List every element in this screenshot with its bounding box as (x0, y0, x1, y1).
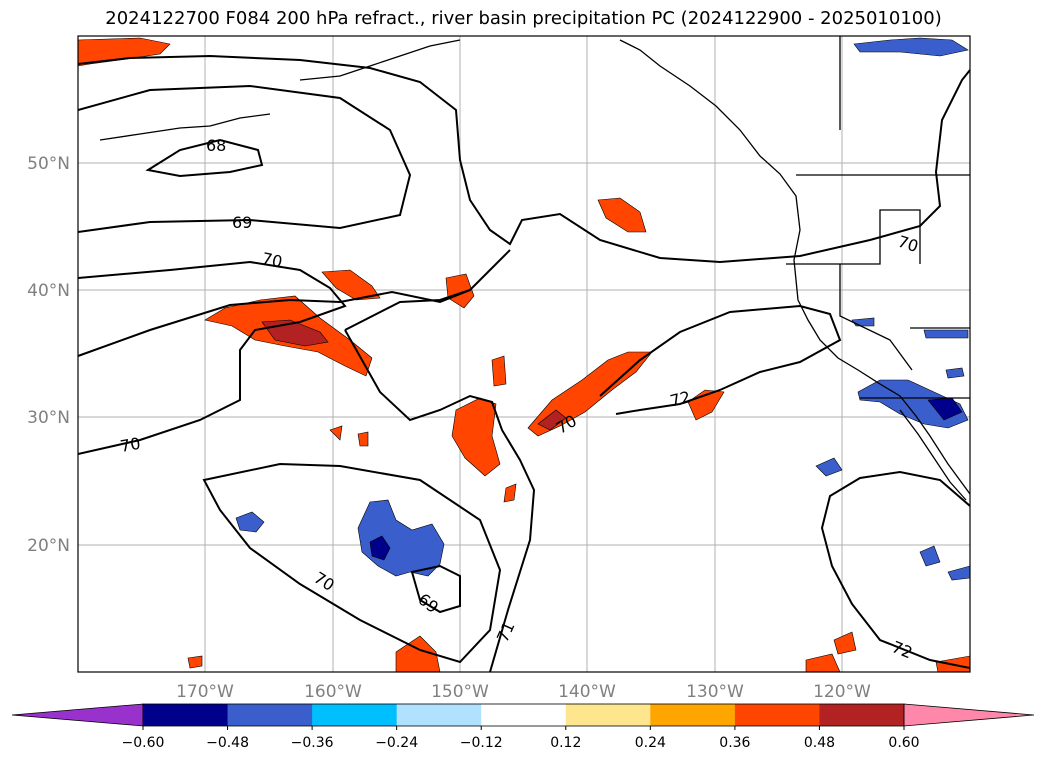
positive-anomaly-patches (78, 37, 970, 672)
contour-line (599, 304, 842, 415)
colorbar-segment (734, 704, 820, 726)
contour-label: 72 (668, 387, 692, 410)
lat-label: 30°N (27, 408, 70, 428)
colorbar-segment (312, 704, 398, 726)
lat-label: 20°N (27, 536, 70, 556)
colorbar-tick-label: 0.24 (635, 735, 666, 751)
contour-line (78, 260, 347, 455)
precip-patch (395, 635, 441, 672)
colorbar-segment (650, 704, 736, 726)
lat-label: 50°N (27, 154, 70, 174)
precip-patch (853, 37, 969, 57)
colorbar-frame (142, 703, 905, 727)
precip-patch (321, 269, 381, 301)
precip-patch (357, 431, 369, 447)
precip-patch (503, 483, 517, 503)
negative-anomaly-patches (235, 37, 970, 581)
map-title: 2024122700 F084 200 hPa refract., river … (105, 8, 942, 29)
contour-line (344, 289, 471, 331)
contour-line (145, 138, 264, 178)
precip-patch (947, 565, 970, 581)
state-border (839, 264, 913, 371)
colorbar-tick-label: −0.60 (122, 735, 165, 751)
lon-label: 120°W (813, 682, 871, 702)
precip-patch (923, 329, 969, 339)
colorbar-tick-label: −0.36 (291, 735, 334, 751)
longitude-labels: 170°W 160°W 150°W 140°W 130°W 120°W (176, 682, 871, 702)
colorbar-tick-label: −0.48 (206, 735, 249, 751)
colorbar-extend-min (11, 703, 144, 727)
latitude-labels: 50°N 40°N 30°N 20°N (27, 154, 70, 556)
precip-patch (329, 425, 343, 441)
lat-label: 40°N (27, 281, 70, 301)
precip-patch (187, 655, 203, 669)
colorbar-tick-label: −0.24 (375, 735, 418, 751)
precip-patch (235, 511, 265, 533)
colorbar-tick-label: 0.48 (804, 735, 835, 751)
aleutian-islands-coastline (99, 113, 271, 141)
precip-patch (491, 355, 507, 387)
lon-label: 130°W (686, 682, 744, 702)
refractivity-contours (78, 54, 970, 672)
colorbar-tick-label: 0.60 (888, 735, 919, 751)
baja-peninsula-coastline (899, 409, 967, 501)
precip-patch (369, 535, 391, 561)
contour-line (78, 54, 970, 264)
coastlines (99, 36, 970, 501)
lon-label: 150°W (431, 682, 489, 702)
colorbar-segment (565, 704, 651, 726)
precip-patch (927, 397, 963, 421)
contour-label: 70 (260, 249, 284, 272)
precip-patch (833, 631, 857, 655)
contour-label: 68 (206, 136, 226, 155)
colorbar-segment (481, 704, 567, 726)
colorbar-extend-max (903, 703, 1035, 727)
colorbar-segment (819, 704, 905, 726)
lon-label: 160°W (304, 682, 362, 702)
contour-line (78, 249, 511, 357)
contour-label: 69 (232, 213, 252, 232)
colorbar-tick-label: −0.12 (460, 735, 503, 751)
contour-line (344, 329, 536, 672)
lon-label: 140°W (558, 682, 616, 702)
map-background (78, 36, 970, 672)
state-border (786, 209, 921, 265)
precip-patch (445, 273, 475, 309)
map-panel: 68 69 70 70 70 72 70 70 69 71 72 50°N 40… (27, 35, 971, 702)
contour-line (820, 470, 970, 669)
precip-patch (945, 367, 965, 379)
colorbar-segment (143, 704, 229, 726)
gridlines (78, 36, 970, 672)
precip-patch (815, 457, 843, 477)
colorbar: −0.60 −0.48 −0.36 −0.24 −0.12 0.12 0.24 0.36 0.4… (11, 703, 1035, 751)
contour-line (202, 462, 502, 664)
contour-label: 70 (119, 434, 142, 456)
north-america-coastline (619, 39, 970, 495)
map-frame (77, 35, 971, 673)
contour-line (410, 564, 461, 614)
colorbar-tick-label: 0.12 (550, 735, 581, 751)
lon-label: 170°W (176, 682, 234, 702)
contour-line (78, 84, 412, 233)
colorbar-segment (227, 704, 313, 726)
precip-patch (597, 197, 647, 233)
colorbar-tick-label: 0.36 (719, 735, 750, 751)
precip-patch (919, 545, 941, 567)
precip-patch (537, 409, 567, 431)
alaska-coastline (299, 39, 461, 81)
colorbar-segment (396, 704, 482, 726)
precip-patch (805, 653, 841, 672)
